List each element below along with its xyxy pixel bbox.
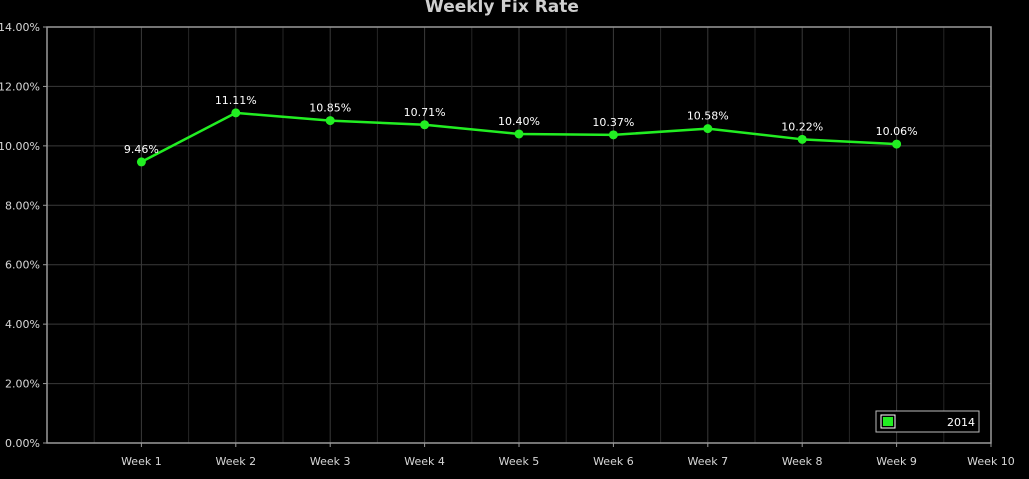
legend: 2014 [875, 410, 980, 433]
x-tick-label: Week 4 [404, 455, 445, 468]
x-tick-label: Week 8 [782, 455, 823, 468]
grid [47, 26, 991, 444]
y-tick-label: 10.00% [0, 140, 40, 153]
x-tick-label: Week 3 [310, 455, 351, 468]
y-tick-label: 14.00% [0, 21, 40, 34]
data-point[interactable] [892, 139, 902, 149]
x-axis-ticks: Week 1 Week 2 Week 3 Week 4 Week 5 Week 6 Week… [121, 443, 1015, 468]
data-label: 10.22% [781, 120, 823, 133]
x-tick-label: Week 10 [967, 455, 1015, 468]
x-tick-label: Week 5 [499, 455, 540, 468]
data-label: 10.58% [687, 110, 729, 123]
data-label: 10.37% [592, 116, 634, 129]
data-label: 11.11% [215, 94, 257, 107]
legend-label: 2014 [947, 416, 975, 429]
chart-title: Weekly Fix Rate [425, 0, 579, 17]
y-tick-label: 12.00% [0, 80, 40, 93]
data-point[interactable] [420, 120, 430, 130]
data-label: 10.40% [498, 115, 540, 128]
y-tick-label: 2.00% [5, 378, 40, 391]
y-tick-label: 6.00% [5, 259, 40, 272]
data-point[interactable] [703, 124, 713, 134]
data-point[interactable] [797, 134, 807, 144]
y-tick-label: 0.00% [5, 437, 40, 450]
legend-box [875, 410, 980, 433]
data-label: 10.85% [309, 102, 351, 115]
data-point[interactable] [231, 108, 241, 118]
data-label: 10.71% [404, 106, 446, 119]
x-tick-label: Week 9 [876, 455, 917, 468]
y-tick-label: 4.00% [5, 318, 40, 331]
y-axis-ticks: 0.00% 2.00% 4.00% 6.00% 8.00% 10.00% 12.00% 14.… [0, 21, 47, 450]
data-labels: 9.46% 11.11% 10.85% 10.71% 10.40% 10.37% 10.58… [124, 94, 918, 156]
data-point[interactable] [514, 129, 524, 139]
data-label: 9.46% [124, 143, 159, 156]
x-tick-label: Week 7 [687, 455, 728, 468]
x-tick-label: Week 6 [593, 455, 634, 468]
data-point[interactable] [325, 116, 335, 126]
x-tick-label: Week 2 [215, 455, 256, 468]
data-label: 10.06% [876, 125, 918, 138]
data-point[interactable] [608, 130, 618, 140]
legend-swatch [883, 417, 893, 426]
x-tick-label: Week 1 [121, 455, 162, 468]
data-point[interactable] [136, 157, 146, 167]
y-tick-label: 8.00% [5, 199, 40, 212]
series-group [136, 108, 902, 167]
